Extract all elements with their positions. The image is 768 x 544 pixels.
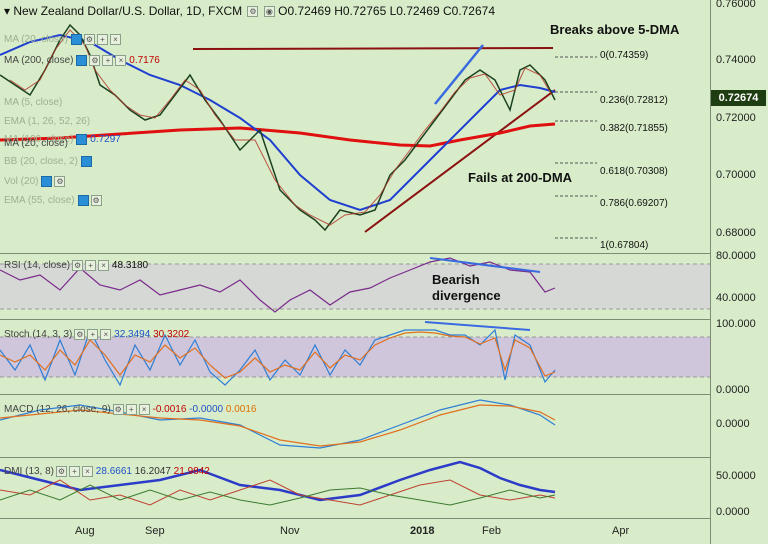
visibility-icon [80,156,92,167]
x-tick-apr: Apr [612,525,630,537]
visibility-icon [70,34,82,45]
visibility-icon [41,176,53,187]
dmi-axis-tick: 0.0000 [716,506,750,518]
pane-separator-dmi [0,457,768,458]
price-axis[interactable] [710,0,768,544]
symbol-title[interactable]: New Zealand Dollar/U.S. Dollar, 1D, FXCM [13,4,243,18]
ohlc-values: O0.72469 H0.72765 L0.72469 C0.72674 [278,4,496,18]
macd-axis-tick: 0.0000 [716,418,750,430]
fib-label: 0.618(0.70308) [600,166,668,177]
indicator-ema55[interactable]: EMA (55, close) ⚙ [4,195,102,207]
fib-label: 0(0.74359) [600,50,649,61]
fib-label: 0.236(0.72812) [600,95,668,106]
dmi-adx-line [0,460,556,502]
x-tick-aug: Aug [75,525,95,537]
dmi-label[interactable]: DMI (13, 8) ⚙ + × 28.6661 16.2047 21.9842 [4,466,210,478]
eye-icon[interactable]: ◉ [263,6,275,18]
fib-label: 0.786(0.69207) [600,198,668,209]
visibility-icon [77,195,89,206]
collapse-icon[interactable]: ▾ [4,4,11,18]
settings-icon: ⚙ [83,34,95,45]
indicator-bb[interactable]: BB (20, close, 2) [4,156,92,167]
axis-tick: 0.70000 [716,169,756,181]
indicator-ema[interactable]: EMA (1, 26, 52, 26) [4,116,91,127]
indicator-vol[interactable]: Vol (20) ⚙ [4,176,66,188]
resistance-line [192,47,554,50]
current-price-badge: 0.72674 [711,90,766,106]
macd-line [0,399,556,449]
ma100-line [0,33,556,212]
stoch-blue-trend [424,321,531,331]
visibility-icon [76,134,88,145]
macd-label[interactable]: MACD (12, 26, close, 9) ⚙ + × -0.0016 -0.00… [4,404,257,416]
indicator-ma20[interactable]: MA (20, close) ⚙ + × [4,34,121,45]
dmi-minus-line [0,484,556,506]
x-tick-2018: 2018 [410,525,435,537]
ma200-line [0,122,556,148]
stoch-axis-tick: 100.000 [716,318,756,330]
axis-tick: 0.74000 [716,54,756,66]
indicator-ma200[interactable]: MA (200, close) ⚙ + × 0.7176 [4,55,160,67]
price-candles-line [0,23,556,232]
axis-tick: 0.76000 [716,0,756,10]
fib-label: 1(0.67804) [600,240,649,251]
settings-icon: ⚙ [54,176,66,187]
stoch-axis-tick: 0.0000 [716,384,750,396]
rsi-label[interactable]: RSI (14, close) ⚙ + × 48.3180 [4,260,149,272]
rsi-band [0,264,710,309]
axis-tick: 0.72000 [716,112,756,124]
close-icon: × [109,34,121,45]
visibility-icon [76,55,88,66]
rsi-axis-tick: 80.0000 [716,250,756,262]
x-tick-feb: Feb [482,525,501,537]
trend-line [364,89,556,233]
indicator-ma100[interactable]: MA (100, close) 0.7297 [4,134,121,146]
chart-title: ▾ New Zealand Dollar/U.S. Dollar, 1D, FX… [4,4,495,18]
indicator-ma5[interactable]: MA (5, close) [4,97,63,108]
stoch-band [0,337,710,377]
macd-signal-line [0,404,556,447]
pane-separator-macd [0,394,768,395]
add-icon: + [102,55,114,66]
annotation-breaks: Breaks above 5-DMA [550,22,680,37]
x-tick-sep: Sep [145,525,165,537]
close-icon: × [115,55,127,66]
rsi-line [0,257,556,313]
dmi-plus-line [0,479,556,506]
dmi-axis-tick: 50.0000 [716,470,756,482]
annotation-fails: Fails at 200-DMA [468,170,573,185]
add-icon: + [96,34,108,45]
price-blue-trend [434,44,484,105]
x-tick-nov: Nov [280,525,300,537]
rsi-blue-trend [429,257,541,273]
settings-icon[interactable]: ⚙ [247,6,259,18]
stoch-label[interactable]: Stoch (14, 3, 3) ⚙ + × 32.3494 30.3202 [4,329,190,341]
annotation-bearish: Bearish divergence [432,272,501,303]
indicator-ma20-close[interactable]: MA (20, close) [4,138,68,149]
pane-separator-xaxis [0,518,768,519]
axis-tick: 0.68000 [716,227,756,239]
rsi-axis-tick: 40.0000 [716,292,756,304]
fib-label: 0.382(0.71855) [600,123,668,134]
settings-icon: ⚙ [89,55,101,66]
pane-separator-stoch [0,319,768,320]
stoch-d-line [0,331,556,379]
chart-area[interactable] [0,0,710,520]
pane-separator-rsi [0,253,768,254]
settings-icon: ⚙ [90,195,102,206]
